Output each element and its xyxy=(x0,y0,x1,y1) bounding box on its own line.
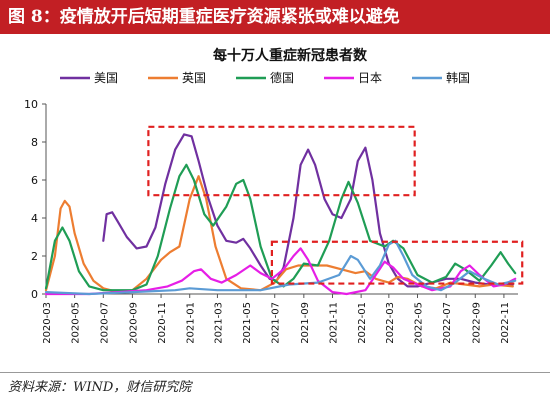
x-tick-label: 2022-05 xyxy=(413,302,424,344)
y-tick-label: 6 xyxy=(31,174,38,187)
y-tick-label: 2 xyxy=(31,250,38,263)
x-tick-label: 2021-05 xyxy=(242,302,253,344)
x-tick-label: 2022-11 xyxy=(500,302,511,344)
series-line-2 xyxy=(44,163,517,292)
source-note: 资料来源：WIND，财信研究院 xyxy=(8,380,192,395)
y-tick-label: 0 xyxy=(31,288,38,301)
y-tick-label: 4 xyxy=(31,212,38,225)
x-tick-label: 2021-09 xyxy=(300,302,311,344)
x-tick-label: 2020-05 xyxy=(71,302,82,344)
legend-label-1: 英国 xyxy=(182,71,206,85)
y-tick-label: 8 xyxy=(31,136,38,149)
x-tick-label: 2021-03 xyxy=(213,302,224,344)
y-tick-label: 10 xyxy=(24,98,38,111)
x-tick-label: 2021-01 xyxy=(186,302,197,344)
x-tick-label: 2021-11 xyxy=(328,302,339,344)
highlight-box-0 xyxy=(147,125,416,197)
series-line-3 xyxy=(44,247,517,296)
legend-label-3: 日本 xyxy=(358,71,382,85)
legend-label-4: 韩国 xyxy=(446,70,470,85)
x-tick-label: 2020-07 xyxy=(99,302,110,344)
highlight-box-1 xyxy=(270,240,524,285)
legend-label-0: 美国 xyxy=(94,71,118,85)
legend-label-2: 德国 xyxy=(270,70,294,85)
x-tick-label: 2021-07 xyxy=(271,302,282,344)
x-tick-label: 2022-01 xyxy=(357,302,368,344)
x-tick-label: 2022-03 xyxy=(385,302,396,344)
x-tick-label: 2022-07 xyxy=(442,302,453,344)
x-tick-label: 2020-03 xyxy=(42,302,53,344)
x-tick-label: 2020-09 xyxy=(128,302,139,344)
source-divider xyxy=(0,372,550,373)
figure-title: 图 8：疫情放开后短期重症医疗资源紧张或难以避免 xyxy=(0,0,550,34)
x-tick-label: 2020-11 xyxy=(157,302,168,344)
x-tick-label: 2022-09 xyxy=(471,302,482,344)
series-line-4 xyxy=(44,239,517,296)
chart-title: 每十万人重症新冠患者数 xyxy=(213,47,368,64)
